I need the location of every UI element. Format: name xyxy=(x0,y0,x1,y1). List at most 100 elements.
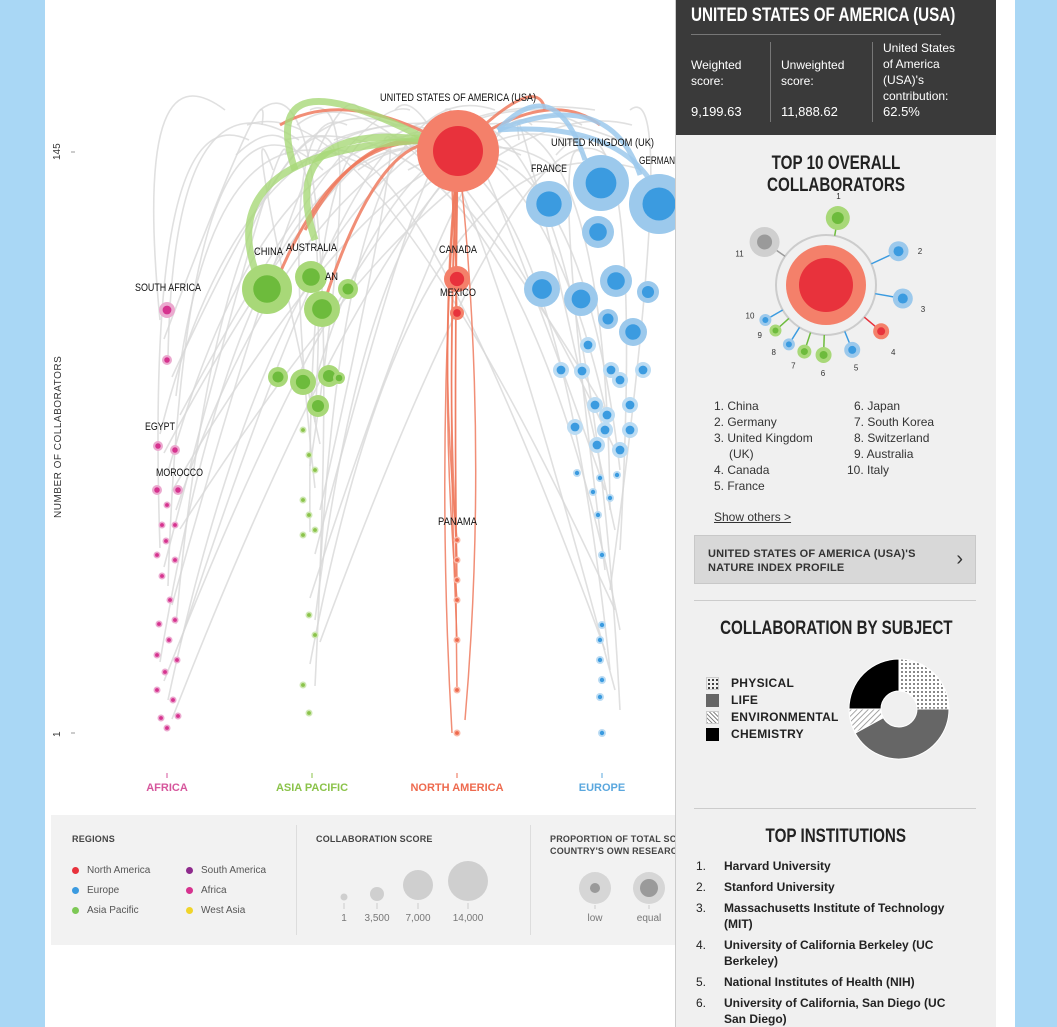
node-eu-4 xyxy=(589,223,607,241)
header-rule xyxy=(691,34,941,35)
node-africa-small xyxy=(154,487,160,493)
score-size-legend: 1 3,500 7,000 14,000 xyxy=(340,861,488,924)
node-france xyxy=(536,191,562,217)
ring-node xyxy=(819,350,828,359)
node-asia-6 xyxy=(295,374,311,390)
profile-button-label: UNITED STATES OF AMERICA (USA)'S NATURE I… xyxy=(708,548,916,574)
donut-slice-physical xyxy=(898,658,950,710)
europe-link-arc xyxy=(496,103,588,161)
legend-item-asia-pacific: Asia Pacific xyxy=(72,905,139,916)
top10-ring-diagram[interactable]: 1 2 3 4 5 6 7 89 10 11 xyxy=(721,190,951,385)
node-eu-small xyxy=(590,489,596,495)
node-africa-small xyxy=(173,558,177,562)
gray-swatch-icon xyxy=(706,694,719,708)
label-south-africa: SOUTH AFRICA xyxy=(135,282,202,294)
node-na-small xyxy=(455,558,459,562)
node-africa-small xyxy=(176,714,180,718)
usa-link-arc xyxy=(450,149,459,641)
node-asia-small xyxy=(301,533,305,537)
ring-node xyxy=(877,327,886,336)
node-africa-small xyxy=(155,553,159,557)
subject-legend-life: LIFE xyxy=(706,693,758,708)
top10-item-8[interactable]: 8. Switzerland xyxy=(854,431,930,445)
node-eu-small xyxy=(556,365,566,375)
label-uk: UNITED KINGDOM (UK) xyxy=(551,137,654,149)
proportion-label-equal: equal xyxy=(637,913,661,924)
node-eu-small xyxy=(615,375,625,385)
node-africa-small xyxy=(155,688,159,692)
label-mexico: MEXICO xyxy=(440,287,476,299)
region-label-north-america: NORTH AMERICA xyxy=(410,782,503,794)
country-labels: UNITED STATES OF AMERICA (USA) UNITED KI… xyxy=(135,92,675,528)
node-asia-small xyxy=(301,498,305,502)
background-arc xyxy=(259,102,325,687)
legend-score-title: COLLABORATION SCORE xyxy=(316,834,433,844)
node-africa-small xyxy=(175,487,181,493)
proportion-legend: low equal xyxy=(579,872,665,924)
node-eu-6 xyxy=(571,289,591,309)
ring-rank-label: 5 xyxy=(854,364,859,373)
weighted-score-label: Weighted score: xyxy=(691,58,742,88)
background-arc xyxy=(175,117,398,625)
node-africa-small xyxy=(167,638,171,642)
collaboration-chart[interactable]: 145 1 NUMBER OF COLLABORATORS AFRICA ASI… xyxy=(45,0,675,810)
subject-donut-chart[interactable] xyxy=(844,654,954,764)
background-arc xyxy=(333,124,611,431)
country-title: UNITED STATES OF AMERICA (USA) xyxy=(691,5,956,26)
ring-rank-label: 10 xyxy=(746,312,755,321)
show-others-link[interactable]: Show others > xyxy=(714,510,792,524)
node-asia-small xyxy=(313,468,317,472)
node-asia-small xyxy=(307,613,311,617)
contribution-label: United States of America (USA)'s contributi… xyxy=(883,41,956,103)
ring-rank-label: 9 xyxy=(757,331,762,340)
legend-regions-title: REGIONS xyxy=(72,834,115,844)
node-eu-small xyxy=(602,410,612,420)
ring-rank-label: 6 xyxy=(821,369,826,378)
top10-item-5[interactable]: 5. France xyxy=(714,479,765,493)
node-asia-small xyxy=(301,428,305,432)
node-uk xyxy=(585,167,617,199)
ring-rank-label: 2 xyxy=(918,247,923,256)
node-eu-small xyxy=(597,657,603,663)
asia-link-arc xyxy=(245,136,429,272)
country-nodes[interactable] xyxy=(152,110,675,737)
node-eu-small xyxy=(597,637,603,643)
score-size-circle-4 xyxy=(448,861,488,901)
top10-item-1[interactable]: 1. China xyxy=(714,399,759,413)
node-africa-small xyxy=(160,574,164,578)
top10-item-2[interactable]: 2. Germany xyxy=(714,415,777,429)
node-eu-small xyxy=(607,495,613,501)
node-africa-small xyxy=(163,670,167,674)
label-egypt: EGYPT xyxy=(145,421,175,433)
legend-item-south-america: South America xyxy=(186,865,266,876)
top10-item-10[interactable]: 10. Italy xyxy=(847,463,890,477)
background-arc xyxy=(163,108,264,340)
chevron-right-icon: › xyxy=(956,548,963,570)
score-size-circle-1 xyxy=(340,893,348,901)
top10-item-6[interactable]: 6. Japan xyxy=(854,399,901,413)
ring-rank-label: 8 xyxy=(771,348,776,357)
top10-item-7[interactable]: 7. South Korea xyxy=(854,415,935,429)
label-australia: AUSTRALIA xyxy=(286,242,338,254)
node-eu-small xyxy=(599,552,605,558)
node-asia-small xyxy=(301,683,305,687)
node-eu-8 xyxy=(641,285,655,299)
top10-item-3[interactable]: 3. United Kingdom xyxy=(714,431,813,445)
nature-index-profile-button[interactable]: UNITED STATES OF AMERICA (USA)'S NATURE I… xyxy=(694,535,976,584)
node-eu-small xyxy=(599,730,605,736)
top10-item-3-cont[interactable]: (UK) xyxy=(729,447,754,461)
background-arc xyxy=(319,147,607,643)
top10-item-4[interactable]: 4. Canada xyxy=(714,463,770,477)
dotted-swatch-icon xyxy=(706,677,719,691)
top10-item-9[interactable]: 9. Australia xyxy=(854,447,914,461)
node-asia-8 xyxy=(311,399,325,413)
ring-rank-label: 11 xyxy=(735,250,744,259)
subject-legend-environmental: ENVIRONMENTAL xyxy=(706,710,839,725)
ring-rank-label: 4 xyxy=(891,348,896,357)
background-arc xyxy=(152,95,226,321)
node-eu-small xyxy=(599,622,605,628)
asia-link-arc xyxy=(284,97,430,172)
unweighted-score-value: 11,888.62 xyxy=(781,104,838,119)
subject-legend-physical: PHYSICAL xyxy=(706,676,794,691)
ring-rank-label: 1 xyxy=(836,192,841,201)
